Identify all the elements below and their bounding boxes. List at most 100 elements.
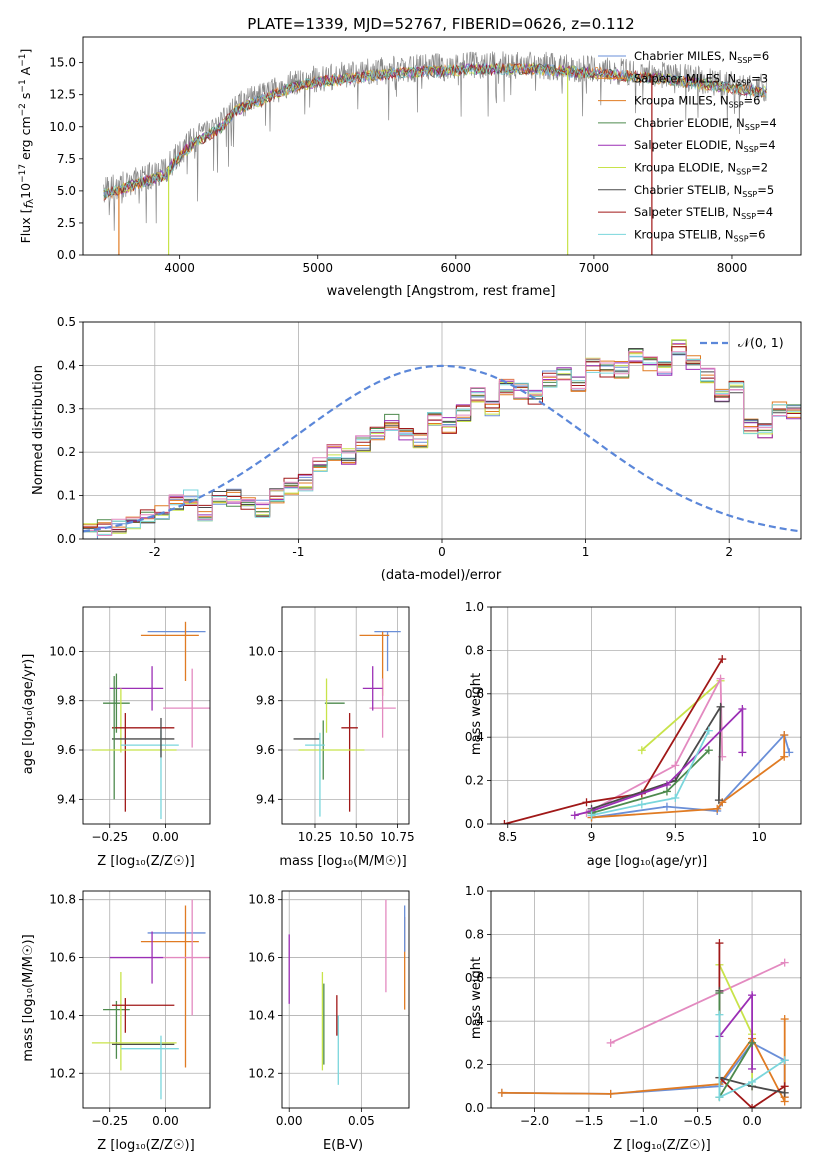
legend-label: Chabrier STELIB, NSSP=5 <box>634 183 774 199</box>
x-tick-label: -2 <box>149 545 161 559</box>
mass-weight-line <box>591 730 710 817</box>
legend-label: Chabrier MILES, NSSP=6 <box>634 49 769 65</box>
weight-age-ylabel: mass weight <box>469 673 484 755</box>
x-tick-label: 0.00 <box>152 830 179 844</box>
plus-marker <box>715 1010 724 1019</box>
panel-0-frame <box>82 36 802 256</box>
plus-marker <box>570 811 579 820</box>
x-tick-label: 5000 <box>302 261 333 275</box>
y-tick-label: 0.6 <box>465 687 484 701</box>
y-tick-label: 10.8 <box>248 893 275 907</box>
y-tick-label: 0.0 <box>465 1101 484 1115</box>
plus-marker <box>713 804 722 813</box>
legend-label: Kroupa STELIB, NSSP=6 <box>634 227 765 243</box>
y-tick-label: 10.6 <box>49 951 76 965</box>
y-tick-label: 1.0 <box>465 884 484 898</box>
mass-weight-line <box>504 658 723 824</box>
x-tick-label: 7000 <box>579 261 610 275</box>
y-tick-label: 0.8 <box>465 643 484 657</box>
y-tick-label: 0.0 <box>57 248 76 262</box>
plus-marker <box>716 702 725 711</box>
plus-marker <box>780 731 789 740</box>
x-tick-label: 10.25 <box>298 830 332 844</box>
x-tick-label: −0.5 <box>683 1114 712 1128</box>
y-tick-label: 5.0 <box>57 184 76 198</box>
y-tick-label: 0.0 <box>465 817 484 831</box>
panel-6-frame <box>281 890 410 1109</box>
plus-marker <box>748 991 757 1000</box>
errorbar-point <box>163 899 210 1016</box>
plus-marker <box>715 939 724 948</box>
y-tick-label: 0.1 <box>57 489 76 503</box>
plus-marker <box>671 761 680 770</box>
y-tick-label: 10.8 <box>49 893 76 907</box>
normal-curve-line <box>83 364 801 533</box>
residual-histogram-step <box>83 346 801 528</box>
hist-ylabel: Normed distribution <box>31 365 46 495</box>
age-z-ylabel: age [log₁₀(age/yr)] <box>21 654 36 775</box>
plus-marker <box>748 1064 757 1073</box>
panel-1-axes: -2 -1 0 1 2 0.0 0.1 0.2 0.3 0.4 0.5 <box>57 315 801 559</box>
age-z-xlabel: Z [log₁₀(Z/Z☉)] <box>97 854 194 869</box>
panel-4-plot <box>500 655 794 824</box>
legend-label: Chabrier ELODIE, NSSP=4 <box>634 116 777 132</box>
plus-marker <box>704 726 713 735</box>
x-tick-label: 9.5 <box>666 830 685 844</box>
y-tick-label: 10.0 <box>248 644 275 658</box>
x-tick-label: 10.75 <box>380 830 414 844</box>
plus-marker <box>738 748 747 757</box>
panel-4-frame <box>490 606 802 825</box>
panel-3-plot <box>293 631 401 817</box>
y-tick-label: 0.5 <box>57 315 76 329</box>
mass-z-ylabel: mass [log₁₀(M/M☉)] <box>21 934 36 1061</box>
plus-marker <box>637 746 646 755</box>
x-tick-label: −0.25 <box>91 1114 128 1128</box>
y-tick-label: 0.6 <box>465 971 484 985</box>
plus-marker <box>606 1038 615 1047</box>
errorbar-point <box>163 668 210 748</box>
plus-marker <box>785 748 794 757</box>
spectrum-title: PLATE=1339, MJD=52767, FIBERID=0626, z=0… <box>247 15 634 33</box>
x-tick-label: 0.00 <box>152 1114 179 1128</box>
plus-marker <box>714 796 723 805</box>
plus-marker <box>671 793 680 802</box>
panel-3-frame <box>281 606 410 825</box>
y-tick-label: 9.8 <box>256 694 275 708</box>
y-tick-label: 12.5 <box>49 88 76 102</box>
plus-marker <box>662 802 671 811</box>
panel-1-frame <box>82 321 802 540</box>
plus-marker <box>637 800 646 809</box>
y-tick-label: 10.4 <box>49 1008 76 1022</box>
panel-3-axes: 10.25 10.50 10.75 9.4 9.6 9.8 10.0 <box>248 607 415 844</box>
y-tick-label: 0.2 <box>465 1058 484 1072</box>
legend-label: Salpeter MILES, NSSP=3 <box>634 71 768 87</box>
residual-histogram-step <box>83 348 801 533</box>
weight-age-xlabel: age [log₁₀(age/yr)] <box>587 854 708 869</box>
plus-marker <box>748 1038 757 1047</box>
panel-1-plot <box>83 339 801 539</box>
x-tick-label: -1 <box>292 545 304 559</box>
hist-legend: 𝒩(0, 1) <box>700 335 784 350</box>
panel-5-frame <box>82 890 211 1109</box>
mass-weight-line <box>586 678 724 814</box>
y-tick-label: 0.8 <box>465 927 484 941</box>
plus-marker <box>780 1088 789 1097</box>
legend-label: Kroupa ELODIE, NSSP=2 <box>634 161 768 177</box>
y-tick-label: 15.0 <box>49 56 76 70</box>
x-tick-label: 10.50 <box>339 830 373 844</box>
panel-0-axes: 4000 5000 6000 7000 8000 0.0 2.5 5.0 7.5 10.0 12.5… <box>49 56 747 275</box>
y-tick-label: 0.0 <box>57 532 76 546</box>
panel-7-axes: −2.0 −1.5 −1.0 −0.5 0.0 0.0 0.2 0.4 0.6 0.8 1.0 <box>465 884 801 1128</box>
plus-marker <box>662 787 671 796</box>
mass-weight-line <box>718 992 753 1069</box>
x-tick-label: 8000 <box>717 261 748 275</box>
panel-0-plot <box>103 51 767 255</box>
panel-5-plot <box>91 899 210 1100</box>
y-tick-label: 7.5 <box>57 152 76 166</box>
legend-label: Salpeter STELIB, NSSP=4 <box>634 205 773 221</box>
x-tick-label: 1 <box>582 545 590 559</box>
panel-6-axes: 0.00 0.05 10.2 10.4 10.6 10.8 <box>248 891 409 1128</box>
plus-marker <box>780 958 789 967</box>
plus-marker <box>748 1104 757 1108</box>
y-tick-label: 9.4 <box>256 792 275 806</box>
